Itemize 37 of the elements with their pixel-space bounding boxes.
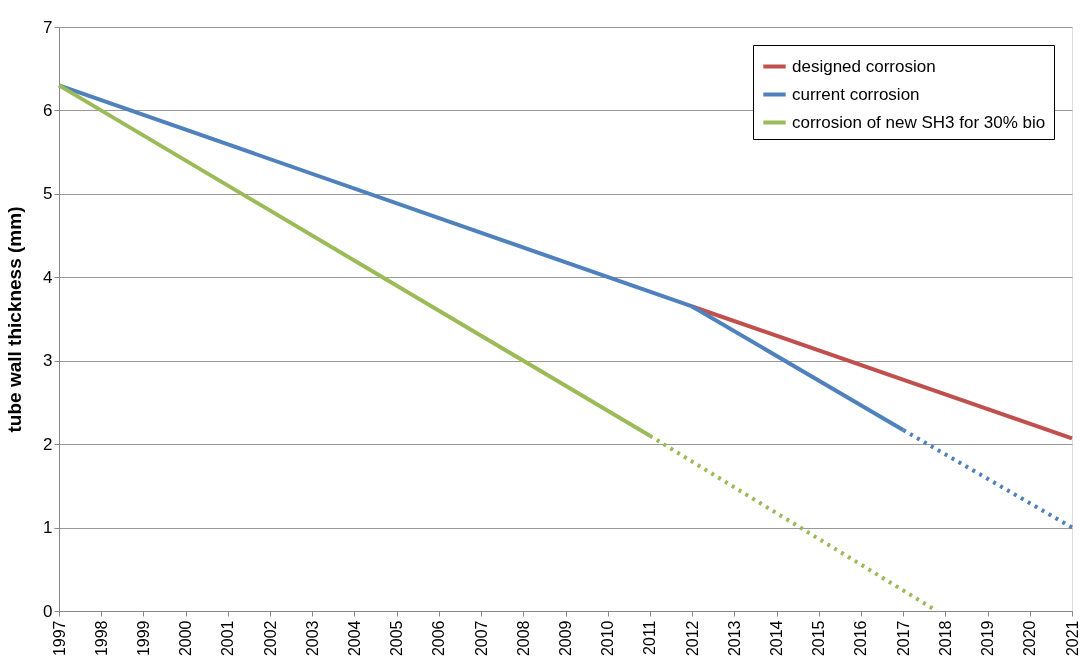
x-tick-label: 2018 [936, 620, 954, 657]
x-tick-label: 2008 [514, 620, 532, 657]
y-axis-title: tube wall thickness (mm) [4, 206, 26, 433]
y-tick-label: 5 [43, 184, 53, 204]
x-tick-label: 2019 [979, 620, 997, 657]
x-tick-label: 1999 [134, 620, 152, 657]
x-tick-label: 2003 [303, 620, 321, 657]
x-tick-label: 2010 [599, 620, 617, 657]
x-tick-label: 2016 [852, 620, 870, 657]
x-tick-label: 2012 [683, 620, 701, 657]
y-tick-label: 2 [43, 434, 53, 454]
legend-label: corrosion of new SH3 for 30% bio [792, 112, 1046, 132]
x-tick-label: 2015 [810, 620, 828, 657]
x-tick-label: 2007 [472, 620, 490, 657]
y-tick-label: 7 [43, 17, 53, 37]
x-tick-label: 1997 [50, 620, 68, 657]
x-tick-label: 2021 [1063, 620, 1081, 657]
y-tick-label: 3 [43, 351, 53, 371]
x-tick-label: 2006 [430, 620, 448, 657]
x-tick-label: 1998 [92, 620, 110, 657]
x-tick-label: 2002 [261, 620, 279, 657]
y-tick-label: 4 [43, 267, 53, 287]
x-tick-label: 2000 [177, 620, 195, 657]
x-tick-label: 2013 [725, 620, 743, 657]
y-tick-label: 6 [43, 100, 53, 120]
x-tick-label: 2020 [1021, 620, 1039, 657]
y-tick-label: 1 [43, 518, 53, 538]
x-tick-label: 2009 [557, 620, 574, 657]
x-tick-label: 2001 [219, 620, 237, 657]
x-tick-label: 2011 [641, 620, 659, 655]
legend-label: designed corrosion [792, 56, 936, 76]
x-tick-label: 2005 [388, 620, 406, 657]
x-tick-label: 2014 [768, 620, 786, 657]
legend-label: current corrosion [792, 84, 920, 104]
y-tick-label: 0 [43, 601, 53, 621]
x-tick-label: 2017 [894, 620, 912, 657]
x-tick-label: 2004 [345, 620, 363, 657]
